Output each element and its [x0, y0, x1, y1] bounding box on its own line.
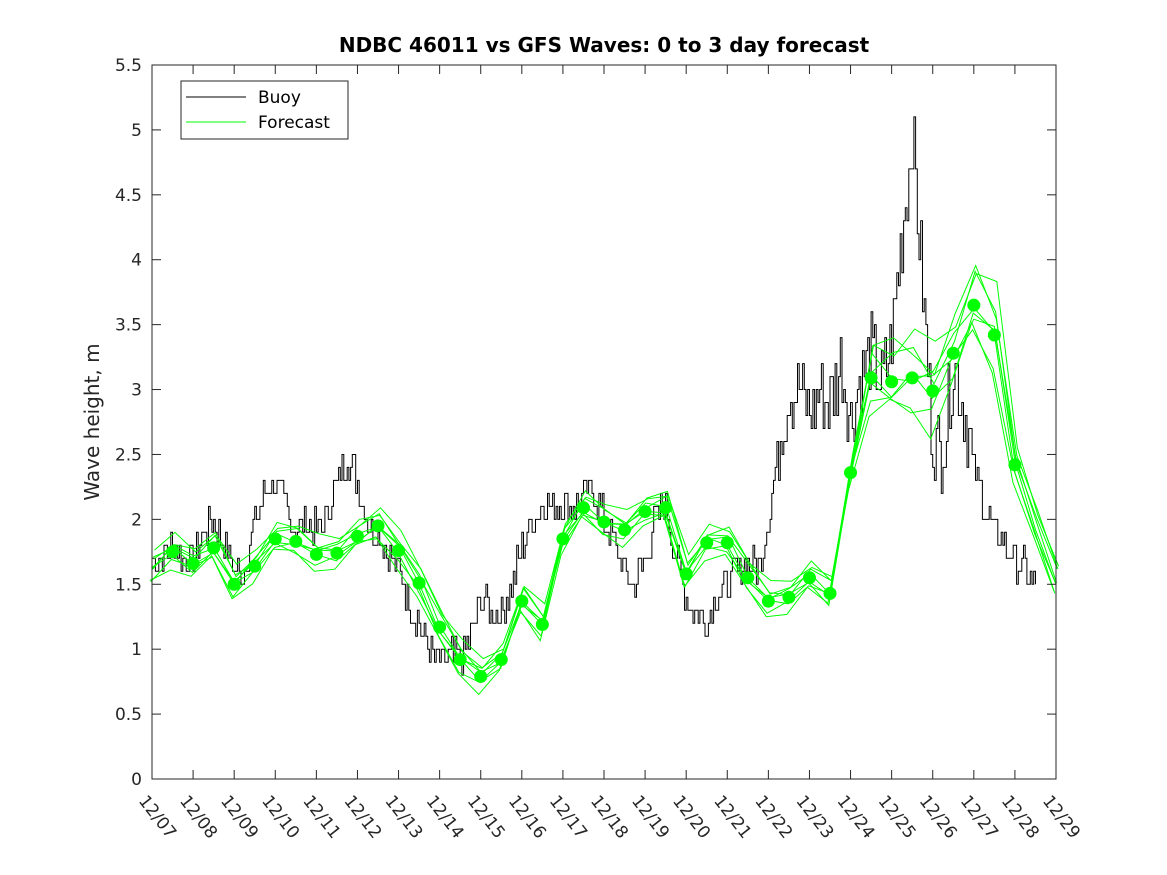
forecast-marker: [535, 618, 549, 632]
y-tick-label: 1.5: [115, 575, 142, 595]
legend-forecast-label: Forecast: [258, 113, 330, 133]
forecast-marker: [659, 501, 673, 515]
forecast-marker: [967, 298, 981, 312]
forecast-marker: [556, 532, 570, 546]
legend-buoy-label: Buoy: [258, 88, 301, 108]
forecast-marker: [946, 346, 960, 360]
forecast-marker: [802, 571, 816, 585]
forecast-marker: [166, 545, 180, 559]
forecast-marker: [1008, 458, 1022, 472]
forecast-marker: [433, 620, 447, 634]
forecast-marker: [618, 523, 632, 537]
forecast-markers: [166, 298, 1022, 683]
forecast-marker: [926, 384, 940, 398]
y-axis-label: Wave height, m: [80, 343, 104, 500]
forecast-marker: [782, 590, 796, 604]
forecast-marker: [330, 546, 344, 560]
forecast-marker: [494, 653, 508, 667]
forecast-marker: [268, 532, 282, 546]
forecast-marker: [392, 544, 406, 558]
forecast-marker: [350, 529, 364, 543]
forecast-marker: [289, 534, 303, 548]
forecast-marker: [720, 536, 734, 550]
forecast-marker: [864, 371, 878, 385]
forecast-marker: [186, 557, 200, 571]
forecast-marker: [453, 653, 467, 667]
forecast-marker: [987, 328, 1001, 342]
y-tick-label: 5.5: [115, 56, 142, 76]
forecast-marker: [638, 505, 652, 519]
y-tick-label: 0: [131, 770, 142, 790]
forecast-marker: [474, 669, 488, 683]
forecast-marker: [248, 559, 262, 573]
forecast-marker: [412, 576, 426, 590]
y-tick-label: 3: [131, 381, 142, 401]
forecast-line: [154, 273, 1059, 660]
forecast-line: [149, 321, 1055, 696]
forecast-marker: [741, 571, 755, 585]
y-tick-label: 0.5: [115, 705, 142, 725]
forecast-marker: [885, 375, 899, 389]
forecast-line: [153, 264, 1059, 669]
chart-title: NDBC 46011 vs GFS Waves: 0 to 3 day fore…: [339, 33, 870, 57]
forecast-marker: [823, 586, 837, 600]
forecast-marker: [700, 536, 714, 550]
forecast-marker: [207, 541, 221, 555]
forecast-marker: [576, 501, 590, 515]
y-tick-label: 5: [131, 121, 142, 141]
plot-area: [152, 65, 1056, 779]
legend: Buoy Forecast: [180, 80, 349, 140]
forecast-line: [150, 328, 1056, 683]
y-tick-label: 2.5: [115, 445, 142, 465]
forecast-marker: [905, 371, 919, 385]
y-tick-label: 4.5: [115, 186, 142, 206]
forecast-marker: [844, 466, 858, 480]
y-tick-label: 1: [131, 640, 142, 660]
forecast-marker: [309, 547, 323, 561]
forecast-marker: [761, 594, 775, 608]
forecast-marker: [515, 594, 529, 608]
y-tick-label: 4: [131, 251, 142, 271]
y-tick-label: 3.5: [115, 316, 142, 336]
y-axis-ticks: 0 0.5 1 1.5 2 2.5 3 3.5 4 4.5 5 5.5: [115, 56, 1056, 790]
forecast-marker: [371, 519, 385, 533]
legend-box: [180, 80, 349, 140]
y-tick-label: 2: [131, 510, 142, 530]
forecast-marker: [597, 515, 611, 529]
forecast-marker: [227, 577, 241, 591]
forecast-marker: [679, 567, 693, 581]
